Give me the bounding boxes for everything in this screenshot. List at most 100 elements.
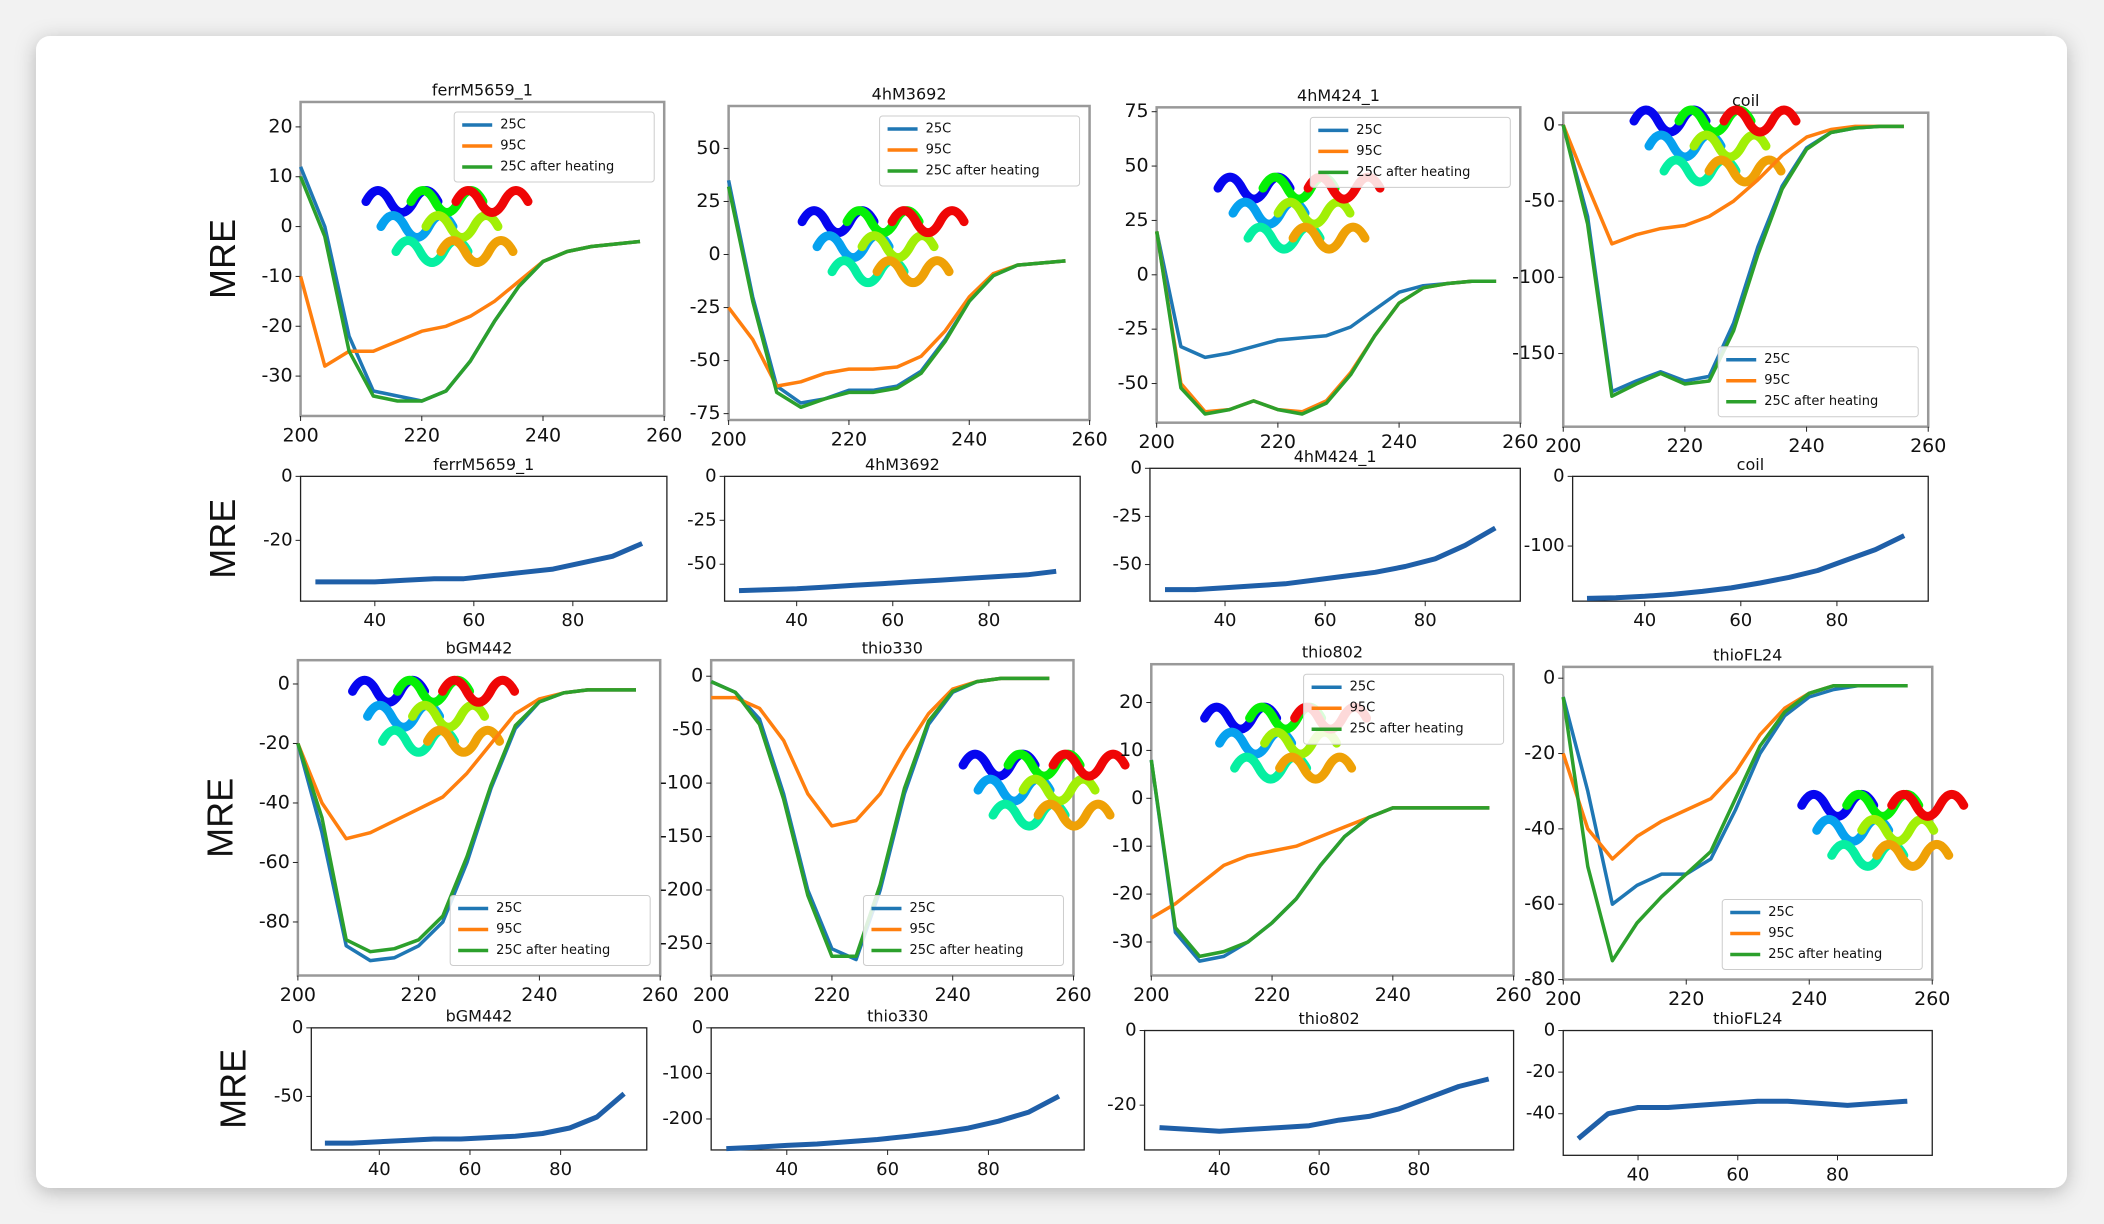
panel-title: thio330 <box>867 1006 928 1025</box>
data-line <box>315 541 644 585</box>
legend-label: 25C <box>500 117 526 132</box>
helix <box>1288 222 1370 254</box>
panel-title: thio802 <box>1302 643 1363 662</box>
data-line <box>738 568 1057 594</box>
y-tick-label: 50 <box>696 137 720 159</box>
x-tick-label: 80 <box>977 1159 1000 1180</box>
x-tick-label: 240 <box>521 984 557 1006</box>
helix <box>1689 130 1771 162</box>
y-tick-label: -20 <box>1112 883 1143 905</box>
panel-title: ferrM5659_1 <box>433 455 534 475</box>
y-tick-label: -20 <box>1524 742 1555 764</box>
legend-label: 95C <box>1350 701 1376 716</box>
x-tick-label: 60 <box>1726 1164 1749 1185</box>
x-tick-label: 220 <box>1254 984 1290 1006</box>
y-tick-label: 0 <box>281 465 292 486</box>
x-tick-label: 80 <box>1407 1159 1430 1180</box>
legend-label: 25C <box>1350 680 1376 695</box>
x-tick-label: 260 <box>642 984 678 1006</box>
x-tick-label: 40 <box>785 610 808 631</box>
x-tick-label: 240 <box>1381 431 1417 453</box>
plot-frame <box>1149 467 1521 602</box>
legend-label: 95C <box>926 143 952 158</box>
protein-structure <box>1797 789 1969 871</box>
panel-title: coil <box>1732 91 1759 110</box>
plot-frame <box>1562 1029 1933 1156</box>
helix <box>1273 197 1355 229</box>
legend-label: 25C <box>496 901 522 916</box>
helix <box>1275 752 1357 784</box>
x-tick-label: 200 <box>693 984 729 1006</box>
data-line <box>1165 525 1497 593</box>
x-tick-label: 80 <box>977 610 1000 631</box>
y-tick-label: 25 <box>696 190 720 212</box>
y-tick-label: -40 <box>1524 817 1555 839</box>
y-tick-label: 0 <box>1543 667 1555 689</box>
data-line <box>296 688 636 954</box>
legend-label: 95C <box>1764 373 1790 388</box>
legend-label: 25C <box>1768 905 1794 920</box>
x-tick-label: 220 <box>1668 988 1704 1010</box>
panel-title: 4hM424_1 <box>1297 86 1380 106</box>
panel-title: 4hM3692 <box>872 85 947 104</box>
legend-label: 25C after heating <box>496 943 610 958</box>
helix <box>438 675 520 707</box>
panel-title: 4hM3692 <box>865 455 940 474</box>
y-tick-label: 0 <box>292 1017 303 1038</box>
data-line <box>726 1093 1061 1152</box>
y-tick-label: -25 <box>1113 505 1142 526</box>
data-line <box>1576 1098 1908 1141</box>
y-tick-label: -250 <box>660 932 703 954</box>
y-tick-label: -80 <box>259 910 290 932</box>
y-tick-label: -50 <box>1524 190 1555 212</box>
y-tick-label: 20 <box>1119 691 1143 713</box>
panel-title: ferrM5659_1 <box>432 80 533 100</box>
x-tick-label: 260 <box>646 424 682 446</box>
y-tick-label: 0 <box>1544 1020 1555 1041</box>
legend-label: 25C after heating <box>500 159 614 174</box>
y-tick-label: 0 <box>1543 113 1555 135</box>
x-tick-label: 200 <box>1545 435 1581 457</box>
legend-label: 25C <box>1764 352 1790 367</box>
x-tick-label: 40 <box>368 1159 391 1180</box>
legend-label: 25C after heating <box>1350 722 1464 737</box>
y-tick-label: 0 <box>1131 457 1142 478</box>
legend-box <box>453 111 655 183</box>
y-tick-label: -20 <box>1107 1094 1136 1115</box>
y-tick-label: -100 <box>1524 535 1565 556</box>
y-tick-label: -20 <box>1526 1061 1555 1082</box>
legend-box <box>1303 673 1505 745</box>
x-tick-label: 240 <box>935 984 971 1006</box>
legend-label: 25C after heating <box>1764 394 1878 409</box>
y-tick-label: -30 <box>1112 930 1143 952</box>
data-line <box>324 1091 626 1146</box>
y-tick-label: -50 <box>690 349 721 371</box>
x-tick-label: 200 <box>710 428 746 450</box>
data-line <box>726 186 1066 410</box>
x-tick-label: 200 <box>1139 431 1175 453</box>
x-tick-label: 40 <box>775 1159 798 1180</box>
y-tick-label: -20 <box>259 732 290 754</box>
x-tick-label: 80 <box>561 610 584 631</box>
data-line <box>1561 124 1904 398</box>
legend-label: 25C <box>909 901 935 916</box>
x-tick-label: 40 <box>1627 1164 1650 1185</box>
legend-box <box>862 895 1064 967</box>
legend-box <box>879 115 1081 187</box>
protein-structure <box>348 675 520 757</box>
legend-box <box>1721 899 1923 971</box>
helix <box>1048 749 1130 781</box>
x-tick-label: 40 <box>1214 610 1237 631</box>
y-tick-label: 10 <box>268 165 292 187</box>
x-tick-label: 260 <box>1910 435 1946 457</box>
x-tick-label: 60 <box>462 610 485 631</box>
x-tick-label: 60 <box>876 1159 899 1180</box>
x-tick-label: 220 <box>1667 435 1703 457</box>
x-tick-label: 240 <box>951 428 987 450</box>
panel-title: thioFL24 <box>1713 645 1782 664</box>
data-line <box>1561 683 1908 963</box>
x-tick-label: 80 <box>1826 1164 1849 1185</box>
x-tick-label: 200 <box>1133 984 1169 1006</box>
x-tick-label: 260 <box>1914 988 1950 1010</box>
